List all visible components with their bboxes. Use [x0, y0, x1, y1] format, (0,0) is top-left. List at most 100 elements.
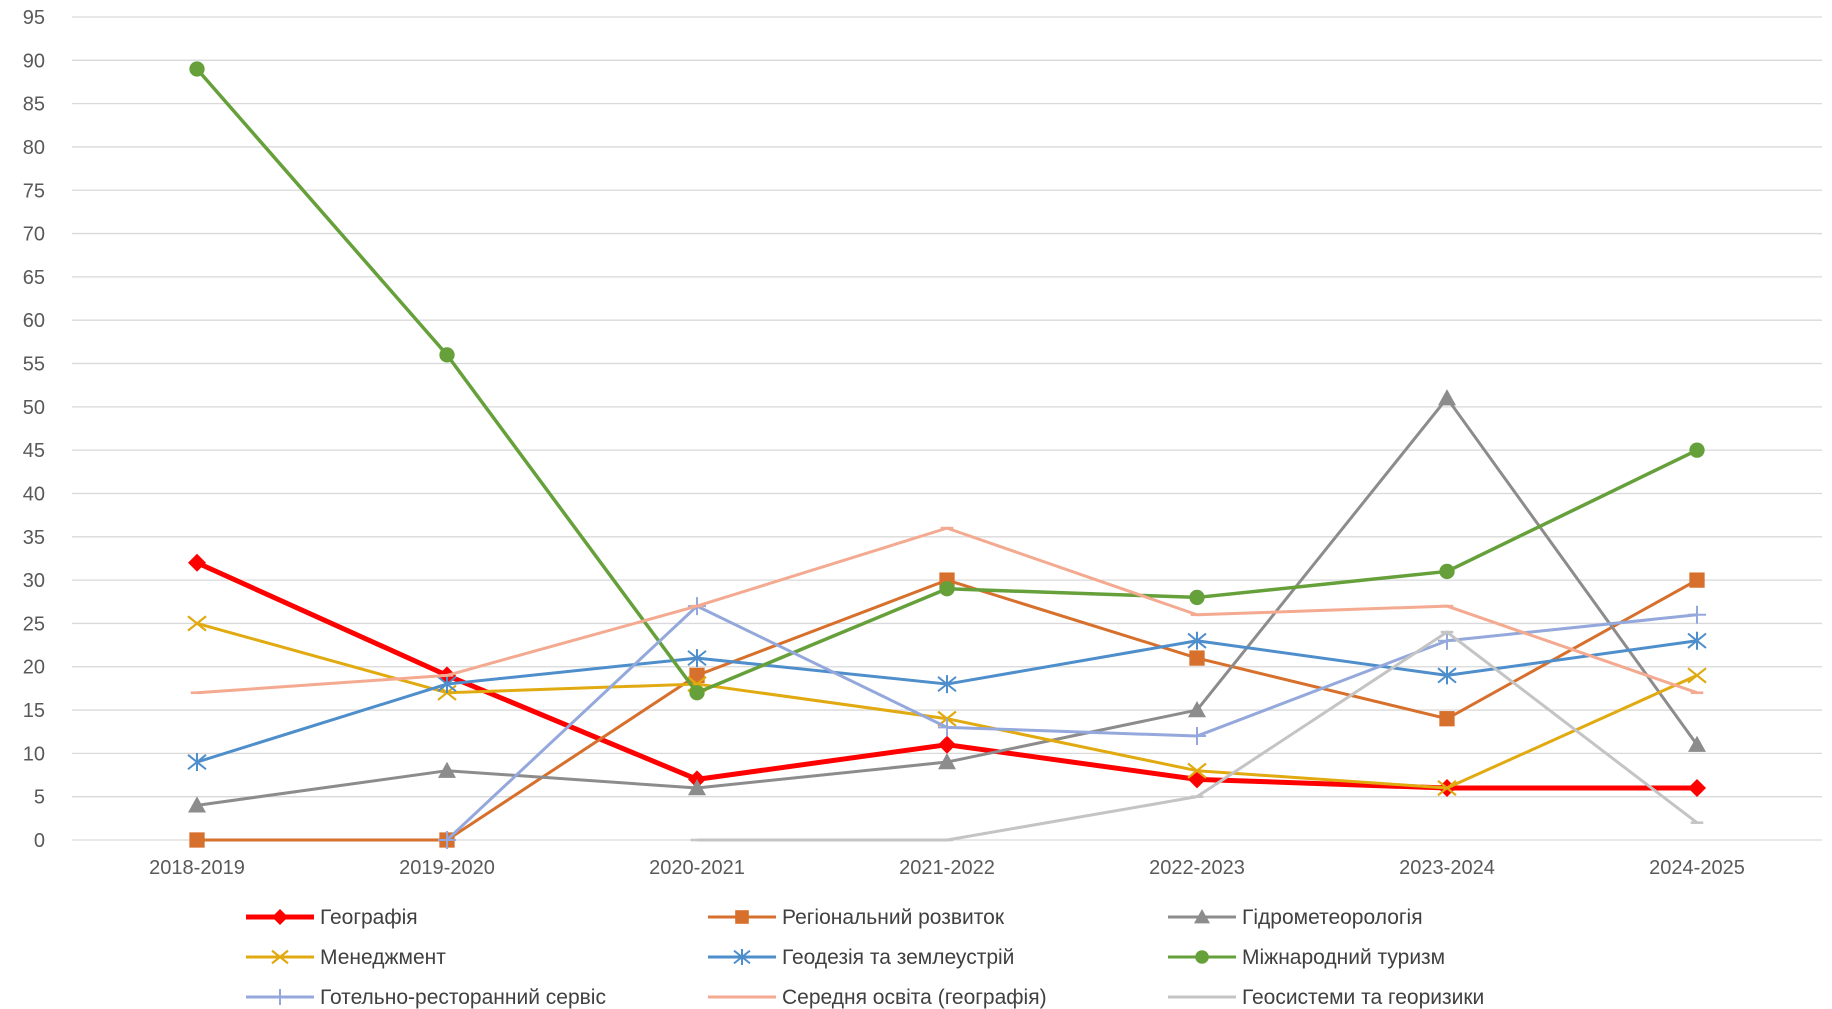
series-6: [189, 61, 1705, 701]
y-tick-label: 20: [23, 657, 45, 679]
data-point-marker: [733, 949, 751, 965]
data-point-marker: [188, 553, 206, 572]
data-point-marker: [271, 949, 289, 965]
legend: Географія Регіональний розвиток Гідрометео…: [246, 906, 1484, 1009]
data-point-marker: [1689, 572, 1705, 588]
data-point-marker: [938, 735, 956, 754]
legend-item: Міжнародний туризм: [1168, 946, 1445, 969]
x-tick-label: 2018-2019: [149, 857, 245, 879]
data-point-marker: [188, 796, 206, 813]
legend-item: Середня освіта (географія): [708, 986, 1047, 1009]
y-tick-label: 55: [23, 354, 45, 376]
data-point-marker: [272, 989, 288, 1005]
legend-label: Готельно-ресторанний сервіс: [320, 986, 606, 1009]
y-tick-label: 60: [23, 310, 45, 332]
data-point-marker: [1687, 667, 1707, 684]
x-tick-label: 2022-2023: [1149, 857, 1245, 879]
x-tick-label: 2021-2022: [899, 857, 995, 879]
data-point-marker: [687, 649, 707, 668]
data-point-marker: [1187, 762, 1207, 779]
legend-item: Гідрометеорологія: [1168, 906, 1423, 929]
series-line: [196, 526, 1698, 695]
y-tick-label: 35: [23, 527, 45, 549]
data-point-marker: [938, 718, 956, 737]
legend-item: Регіональний розвиток: [708, 906, 1005, 929]
data-point-marker: [735, 910, 749, 924]
series-5: [187, 631, 1707, 772]
y-tick-label: 10: [23, 743, 45, 765]
data-point-marker: [1438, 389, 1456, 406]
y-tick-label: 40: [23, 483, 45, 505]
data-point-marker: [1195, 950, 1209, 964]
series-line: [445, 604, 1698, 842]
y-tick-label: 5: [34, 787, 45, 809]
y-tick-label: 45: [23, 440, 45, 462]
legend-label: Гідрометеорологія: [1242, 906, 1423, 929]
y-tick-label: 30: [23, 570, 45, 592]
data-point-marker: [1688, 735, 1706, 752]
data-point-marker: [439, 347, 455, 363]
legend-label: Географія: [320, 906, 418, 929]
y-tick-label: 25: [23, 613, 45, 635]
data-point-marker: [1688, 779, 1706, 798]
data-point-marker: [438, 831, 456, 849]
legend-label: Геосистеми та георизики: [1242, 986, 1484, 1009]
y-tick-label: 75: [23, 180, 45, 202]
legend-label: Середня освіта (географія): [782, 986, 1047, 1009]
legend-item: Готельно-ресторанний сервіс: [246, 986, 606, 1009]
data-point-marker: [187, 753, 207, 772]
legend-label: Регіональний розвиток: [782, 906, 1005, 929]
data-point-marker: [272, 909, 288, 925]
legend-item: Геосистеми та георизики: [1168, 986, 1484, 1009]
gridlines: [72, 16, 1822, 841]
data-point-marker: [1187, 631, 1207, 650]
data-point-marker: [189, 61, 205, 77]
data-point-marker: [1188, 701, 1206, 718]
series-7: [438, 597, 1706, 849]
y-axis-ticks: 0 5 10 15 20 25 30 35 40 45 50 55 60 65 70 75 80 85 90 95: [23, 7, 45, 852]
data-point-marker: [1687, 631, 1707, 650]
x-tick-label: 2023-2024: [1399, 857, 1495, 879]
data-point-marker: [1688, 605, 1706, 624]
data-point-marker: [1189, 650, 1205, 666]
y-tick-label: 85: [23, 94, 45, 116]
data-point-marker: [1439, 711, 1455, 727]
data-point-marker: [1189, 589, 1205, 606]
data-point-marker: [939, 581, 955, 597]
data-point-marker: [937, 675, 957, 694]
x-tick-label: 2024-2025: [1649, 857, 1745, 879]
data-point-marker: [1689, 442, 1705, 458]
y-tick-label: 90: [23, 50, 45, 72]
legend-item: Географія: [246, 906, 418, 929]
data-point-marker: [187, 615, 207, 632]
data-point-marker: [1437, 779, 1457, 797]
data-point-marker: [688, 779, 706, 796]
data-point-marker: [689, 685, 705, 701]
legend-label: Міжнародний туризм: [1242, 946, 1445, 969]
y-tick-label: 95: [23, 7, 45, 29]
legend-label: Менеджмент: [320, 946, 446, 969]
series-9: [690, 630, 1704, 842]
y-tick-label: 50: [23, 397, 45, 419]
data-point-marker: [689, 667, 705, 684]
y-tick-label: 80: [23, 137, 45, 159]
data-point-marker: [1438, 631, 1456, 650]
x-axis-ticks: 2018-2019 2019-2020 2020-2021 2021-2022 2022…: [149, 857, 1745, 879]
data-point-marker: [1439, 563, 1455, 580]
legend-item: Геодезія та землеустрій: [708, 946, 1014, 969]
series-8: [190, 526, 1704, 695]
legend-item: Менеджмент: [246, 946, 446, 969]
y-tick-label: 0: [34, 830, 45, 852]
data-point-marker: [1188, 727, 1206, 746]
data-point-marker: [189, 832, 205, 848]
series-lines: [187, 61, 1707, 849]
data-point-marker: [438, 761, 456, 778]
y-tick-label: 70: [23, 224, 45, 246]
data-point-marker: [437, 675, 457, 694]
x-tick-label: 2020-2021: [649, 857, 745, 879]
data-point-marker: [1437, 666, 1457, 685]
data-point-marker: [1188, 770, 1206, 789]
x-tick-label: 2019-2020: [399, 857, 495, 879]
legend-label: Геодезія та землеустрій: [782, 946, 1014, 969]
